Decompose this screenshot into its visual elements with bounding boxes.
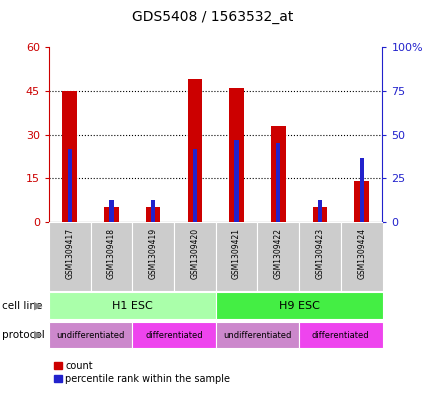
Bar — [49, 222, 91, 291]
Text: ▶: ▶ — [34, 301, 42, 310]
Bar — [235, 140, 238, 222]
Bar — [276, 143, 280, 222]
Bar — [215, 322, 299, 348]
Bar — [318, 200, 322, 222]
Bar — [215, 222, 258, 291]
Text: GSM1309423: GSM1309423 — [315, 228, 324, 279]
Bar — [104, 208, 119, 222]
Text: GSM1309419: GSM1309419 — [149, 228, 158, 279]
Bar — [49, 292, 215, 319]
Text: GDS5408 / 1563532_at: GDS5408 / 1563532_at — [132, 10, 293, 24]
Bar — [62, 91, 77, 222]
Bar — [187, 79, 202, 222]
Bar — [174, 222, 215, 291]
Bar — [193, 149, 197, 222]
Text: H9 ESC: H9 ESC — [279, 301, 320, 310]
Bar — [354, 181, 369, 222]
Text: H1 ESC: H1 ESC — [112, 301, 153, 310]
Text: GSM1309421: GSM1309421 — [232, 228, 241, 279]
Bar — [49, 322, 132, 348]
Bar — [271, 126, 286, 222]
Legend: count, percentile rank within the sample: count, percentile rank within the sample — [54, 361, 230, 384]
Text: differentiated: differentiated — [312, 331, 370, 340]
Text: GSM1309418: GSM1309418 — [107, 228, 116, 279]
Bar — [215, 292, 382, 319]
Bar — [151, 200, 155, 222]
Text: cell line: cell line — [2, 301, 42, 310]
Text: GSM1309424: GSM1309424 — [357, 228, 366, 279]
Text: undifferentiated: undifferentiated — [223, 331, 292, 340]
Text: GSM1309422: GSM1309422 — [274, 228, 283, 279]
Bar — [109, 200, 113, 222]
Text: protocol: protocol — [2, 330, 45, 340]
Bar — [258, 222, 299, 291]
Bar — [68, 149, 72, 222]
Bar — [299, 322, 382, 348]
Text: GSM1309417: GSM1309417 — [65, 228, 74, 279]
Bar — [341, 222, 382, 291]
Text: GSM1309420: GSM1309420 — [190, 228, 199, 279]
Bar — [91, 222, 132, 291]
Bar — [146, 208, 160, 222]
Bar — [313, 208, 327, 222]
Bar — [299, 222, 341, 291]
Bar — [360, 158, 364, 222]
Text: differentiated: differentiated — [145, 331, 203, 340]
Bar — [132, 322, 215, 348]
Text: undifferentiated: undifferentiated — [57, 331, 125, 340]
Bar — [229, 88, 244, 222]
Text: ▶: ▶ — [34, 330, 42, 340]
Bar — [132, 222, 174, 291]
